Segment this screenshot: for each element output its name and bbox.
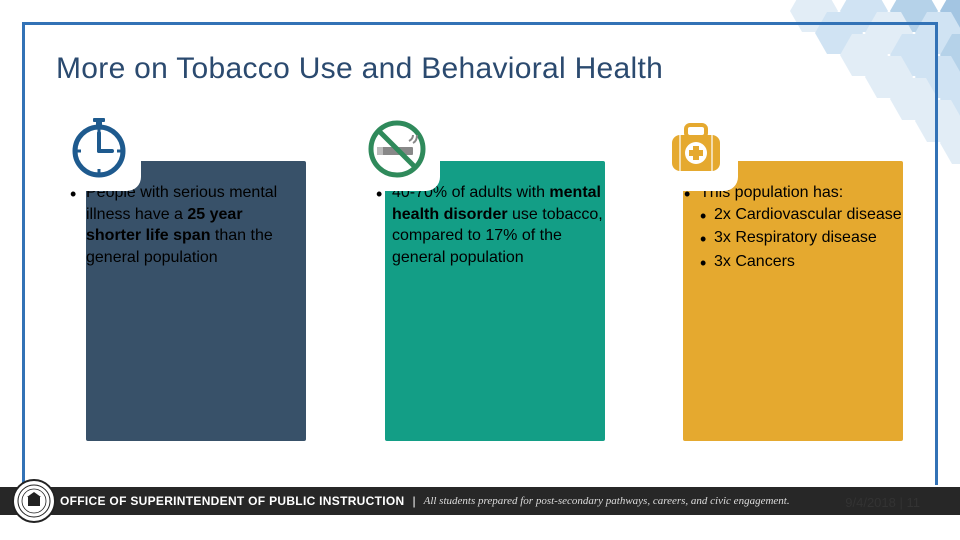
medkit-icon — [653, 106, 738, 191]
footer-office: OFFICE OF SUPERINTENDENT OF PUBLIC INSTR… — [60, 494, 404, 508]
footer-tagline: All students prepared for post-secondary… — [424, 495, 790, 507]
card-nosmoke-text: 40-70% of adults with mental health diso… — [376, 182, 608, 270]
card-nosmoke-bullet: 40-70% of adults with mental health diso… — [392, 184, 603, 266]
card-clock — [46, 106, 317, 441]
state-seal-icon — [12, 479, 56, 523]
page-title: More on Tobacco Use and Behavioral Healt… — [56, 52, 663, 86]
card-clock-text: People with serious mental illness have … — [70, 182, 302, 270]
footer-sep: | — [412, 494, 415, 508]
card-medkit-text: This population has: 2x Cardiovascular d… — [684, 182, 916, 274]
meta-sep: | — [900, 495, 907, 510]
subitem: 2x Cardiovascular disease — [700, 204, 916, 226]
subitem: 3x Cancers — [700, 251, 916, 273]
no-smoking-icon — [355, 106, 440, 191]
clock-icon — [56, 106, 141, 191]
footer-bar: OFFICE OF SUPERINTENDENT OF PUBLIC INSTR… — [0, 487, 960, 515]
slide-date: 9/4/2018 — [845, 495, 896, 510]
subitem: 3x Respiratory disease — [700, 227, 916, 249]
slide-number: 11 — [907, 495, 921, 510]
card-clock-bullet: People with serious mental illness have … — [86, 184, 277, 266]
slide-meta: 9/4/2018 | 11 — [845, 495, 920, 510]
card-nosmoke — [345, 106, 616, 441]
